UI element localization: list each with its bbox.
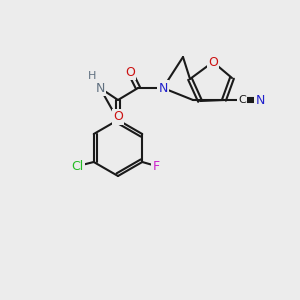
Text: F: F: [153, 160, 160, 172]
Text: N: N: [95, 82, 105, 94]
Text: O: O: [125, 65, 135, 79]
Text: H: H: [88, 71, 96, 81]
Text: N: N: [158, 82, 168, 94]
Text: C: C: [238, 95, 246, 105]
Text: O: O: [113, 110, 123, 124]
Text: O: O: [208, 56, 218, 68]
Text: Cl: Cl: [72, 160, 84, 172]
Text: N: N: [255, 94, 265, 106]
